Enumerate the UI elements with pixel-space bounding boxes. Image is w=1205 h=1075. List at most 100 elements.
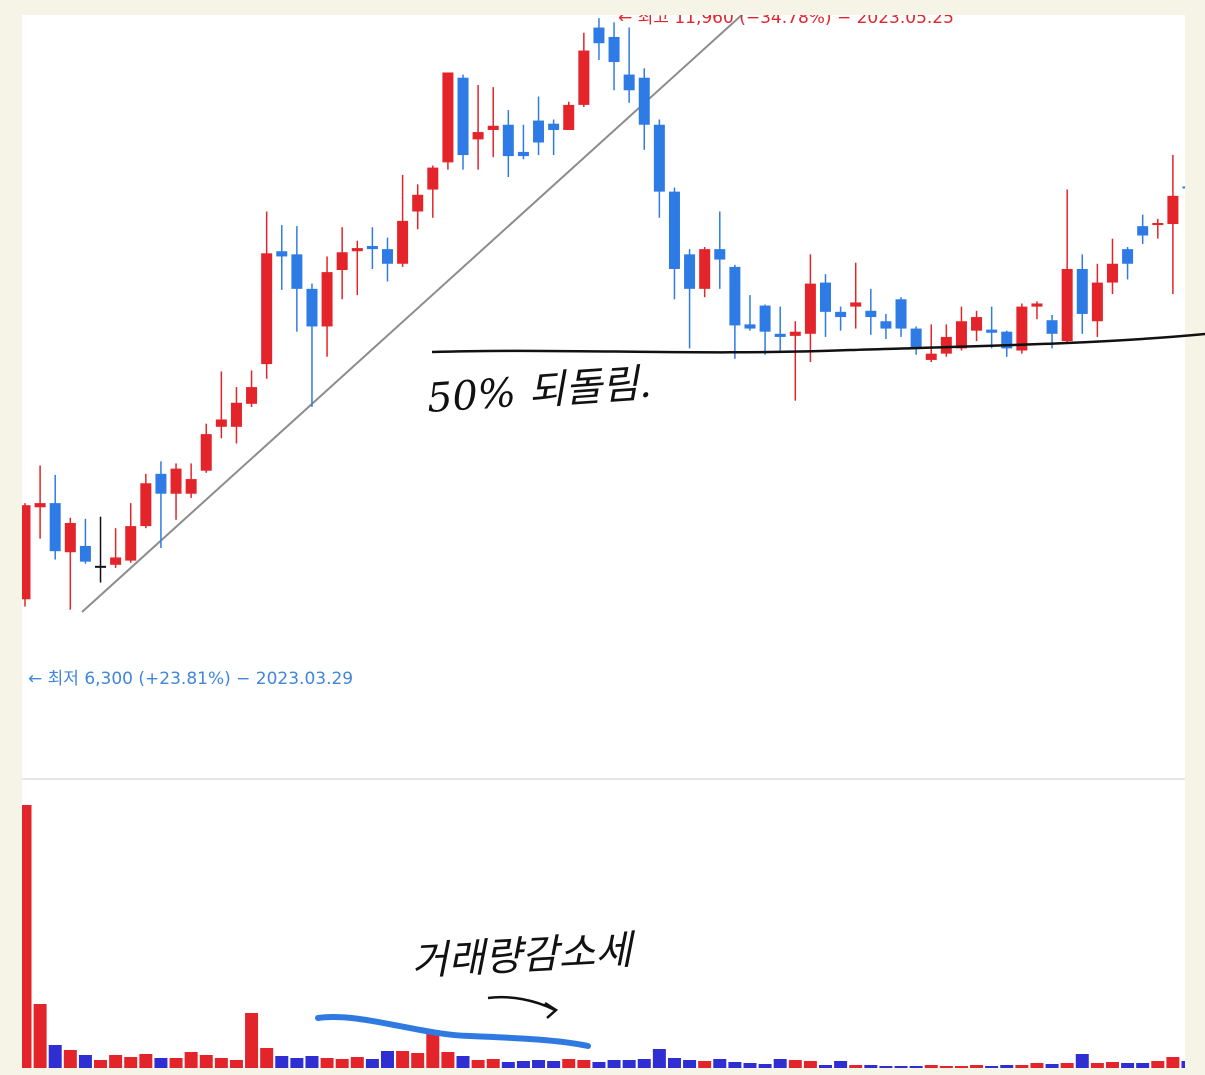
trend-line: [81, 15, 744, 613]
volume-bar: [471, 1060, 485, 1068]
candle-body: [880, 321, 892, 329]
support-line-drawing: [431, 332, 1205, 354]
candle-body: [865, 310, 877, 318]
candle-body: [502, 124, 514, 157]
candle-body: [804, 283, 816, 334]
volume-bar: [516, 1061, 530, 1068]
candle-body: [185, 479, 197, 494]
volume-bar: [229, 1060, 243, 1068]
candle-body: [1152, 222, 1164, 226]
volume-bar: [501, 1062, 515, 1068]
volume-bar: [124, 1057, 138, 1068]
volume-bar: [773, 1059, 787, 1068]
volume-bar: [1075, 1054, 1089, 1068]
volume-bar: [48, 1045, 62, 1068]
volume-bar: [713, 1059, 727, 1068]
candle-body: [835, 311, 847, 318]
volume-bar: [819, 1065, 833, 1068]
volume-bar: [154, 1058, 168, 1068]
candle-body: [517, 151, 529, 157]
candle-body: [1001, 331, 1013, 349]
candle-body: [1137, 226, 1149, 236]
volume-bar: [592, 1062, 606, 1068]
candle-body: [653, 124, 665, 192]
volume-bar: [879, 1066, 893, 1068]
candle-body: [230, 402, 242, 427]
candle-body: [925, 353, 937, 360]
candle-body: [608, 36, 620, 63]
candle-body: [744, 324, 756, 329]
candle-body: [412, 194, 424, 212]
volume-bar: [894, 1066, 908, 1068]
candle-body: [623, 74, 635, 91]
candle-body: [699, 249, 711, 289]
candle-body: [49, 503, 61, 552]
volume-bar: [970, 1065, 984, 1068]
candle-body: [1106, 263, 1118, 283]
volume-bar: [1000, 1065, 1014, 1068]
candle-body: [1076, 268, 1088, 314]
candle-body: [261, 253, 273, 365]
candle-body: [971, 317, 983, 331]
volume-bar: [350, 1057, 364, 1068]
volume-bar: [652, 1049, 666, 1068]
candle-body: [1061, 268, 1073, 342]
candle-body: [1046, 320, 1058, 334]
volume-bar: [924, 1065, 938, 1068]
volume-bar: [954, 1066, 968, 1068]
candle-body: [940, 336, 952, 354]
candle-body: [563, 104, 575, 130]
volume-bar: [667, 1058, 681, 1068]
high-label: ← 최고 11,960 (−34.78%) − 2023.05.25: [618, 8, 954, 28]
candle-body: [125, 526, 137, 561]
volume-bar: [305, 1056, 319, 1068]
volume-bar: [683, 1060, 697, 1068]
volume-bar: [486, 1059, 500, 1068]
volume-bar: [728, 1062, 742, 1068]
candle-body: [215, 419, 227, 427]
volume-bar: [758, 1064, 772, 1068]
volume-bar: [939, 1066, 953, 1068]
volume-bar: [380, 1051, 394, 1068]
volume-bar: [803, 1061, 817, 1068]
volume-bar: [1030, 1063, 1044, 1068]
volume-bar: [245, 1013, 259, 1068]
candle-body: [306, 288, 318, 327]
candle-body: [366, 245, 378, 250]
candle-body: [593, 27, 605, 44]
candle-body: [276, 251, 288, 257]
volume-bar: [214, 1058, 228, 1068]
arrow-drawing: [487, 995, 559, 1019]
candle-body: [548, 123, 560, 130]
volume-bar: [909, 1066, 923, 1068]
volume-bar: [199, 1055, 213, 1068]
low-label: ← 최저 6,300 (+23.81%) − 2023.03.29: [28, 669, 353, 689]
candle-body: [427, 167, 439, 190]
plot-area: ← 최고 11,960 (−34.78%) − 2023.05.25: [22, 8, 1185, 1068]
volume-bar: [33, 1004, 47, 1068]
candle-body: [472, 132, 484, 140]
candle-body: [789, 331, 801, 336]
candle-body: [578, 50, 590, 105]
volume-bar: [743, 1063, 757, 1068]
candle-body: [95, 565, 107, 568]
candle-body: [850, 302, 862, 307]
volume-bar: [109, 1055, 123, 1068]
candle-body: [533, 120, 545, 143]
candle-body: [487, 125, 499, 130]
candle-body: [684, 254, 696, 289]
volume-bar: [441, 1052, 455, 1068]
volume-bar: [1090, 1063, 1104, 1068]
candle-body: [291, 254, 303, 289]
volume-bar: [1151, 1061, 1165, 1068]
volume-bar: [834, 1061, 848, 1068]
candle-body: [1182, 186, 1185, 189]
volume-bar: [275, 1056, 289, 1068]
volume-bar: [547, 1061, 561, 1068]
candle-body: [155, 473, 167, 494]
candle-body: [457, 77, 469, 156]
candle-body: [1016, 306, 1028, 351]
volume-bar: [260, 1048, 274, 1068]
volume-bar: [335, 1059, 349, 1068]
